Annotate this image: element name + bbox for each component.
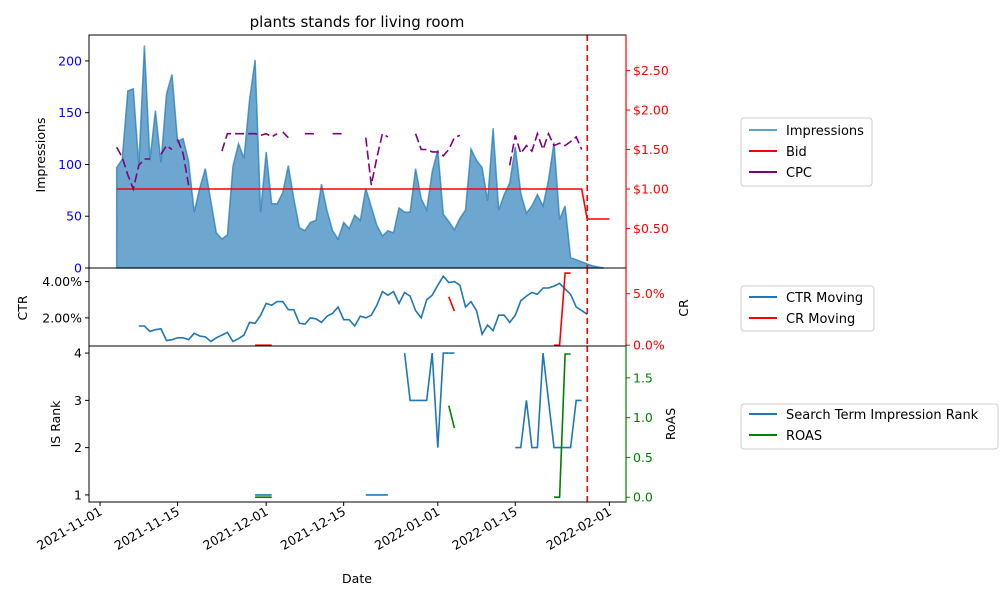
series-impressions-area: [115, 45, 605, 269]
y2-tick-label: 5.0%: [633, 286, 665, 301]
y2-axis-label-roas: RoAS: [663, 408, 678, 440]
series-bid-line: [116, 188, 610, 220]
y-tick-label: 2.00%: [42, 310, 82, 325]
y2-tick-label: 0.5: [633, 450, 653, 465]
y2-tick-label: $0.50: [633, 221, 669, 236]
y-tick-label: 4.00%: [42, 274, 82, 289]
series-ctr-moving-line: [138, 274, 588, 343]
y-tick-label: 4: [74, 346, 82, 361]
legend-label-ctr: CTR Moving: [786, 291, 863, 306]
y-tick-label: 2: [74, 440, 82, 455]
y-axis-label-ctr: CTR: [15, 295, 30, 320]
series-cr-moving-line: [554, 272, 571, 347]
y-axis-label-impressions: Impressions: [33, 118, 48, 193]
legend-label-cpc: CPC: [786, 166, 812, 181]
legend-middle: CTR Moving CR Moving: [740, 285, 875, 332]
series-cpc-line: [115, 146, 150, 192]
series-search-term-impression-rank-line: [403, 352, 449, 448]
y-tick-label: 100: [58, 157, 82, 172]
series-search-term-impression-rank-line: [515, 353, 582, 449]
y2-tick-label: 0.0: [633, 490, 653, 505]
series-cr-moving-line: [448, 296, 456, 312]
y2-axis-label-cr: CR: [676, 299, 691, 317]
legend-label-cr: CR Moving: [786, 312, 855, 327]
legend-label-is-rank: Search Term Impression Rank: [786, 408, 979, 423]
y2-tick-label: $1.00: [633, 182, 669, 197]
series-cpc-line: [365, 132, 389, 186]
y2-tick-label: $1.50: [633, 142, 669, 157]
y-tick-label: 50: [66, 209, 82, 224]
legend-label-bid: Bid: [786, 145, 807, 160]
series-roas-line: [448, 405, 456, 429]
series-cpc-line: [282, 131, 289, 139]
y2-tick-label: 1.5: [633, 370, 653, 385]
y-tick-label: 150: [58, 105, 82, 120]
series-cpc-line: [414, 133, 461, 157]
y-tick-label: 0: [74, 261, 82, 276]
series-cpc-line: [508, 131, 583, 166]
series-cpc-line: [221, 132, 278, 152]
impressions-panel: 0 50 100 150 200 $0.50 $1.00 $1.50 $2.00 $2.50: [58, 34, 669, 276]
legend-label-roas: ROAS: [786, 429, 822, 444]
legend-label-impressions: Impressions: [786, 124, 864, 139]
series-cpc-line: [160, 144, 173, 155]
y2-tick-label: $2.00: [633, 103, 669, 118]
y2-tick-label: 1.0: [633, 410, 653, 425]
rank-panel: 1 2 3 4 0.0 0.5 1.0 1.5: [74, 345, 653, 505]
series-roas-line: [554, 353, 571, 499]
y2-tick-label: $2.50: [633, 63, 669, 78]
x-axis-label: Date: [342, 571, 372, 586]
y-tick-label: 200: [58, 53, 82, 68]
y-tick-label: 3: [74, 393, 82, 408]
y-axis-label-is-rank: IS Rank: [48, 400, 63, 448]
y-tick-label: 1: [74, 487, 82, 502]
legend-bottom: Search Term Impression Rank ROAS: [740, 403, 999, 450]
series-cpc-line: [176, 139, 190, 186]
chart-title: plants stands for living room: [250, 13, 465, 31]
legend-top: Impressions Bid CPC: [740, 117, 873, 187]
y2-tick-label: 0.0%: [633, 338, 665, 353]
